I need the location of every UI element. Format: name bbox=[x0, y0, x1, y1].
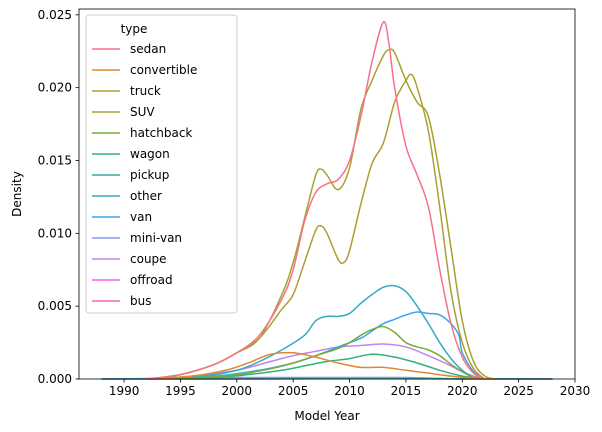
series-line-truck bbox=[146, 73, 486, 380]
legend-title: type bbox=[121, 22, 148, 36]
y-axis-label: Density bbox=[10, 171, 24, 217]
legend-label-coupe: coupe bbox=[130, 252, 167, 266]
x-tick-label: 2010 bbox=[334, 384, 365, 398]
legend-box bbox=[85, 14, 238, 314]
x-tick-label: 2000 bbox=[222, 384, 253, 398]
y-tick-label: 0.020 bbox=[38, 81, 72, 95]
legend: type sedan convertible truck SUV hatchback wag… bbox=[85, 14, 238, 314]
x-tick-label: 2015 bbox=[391, 384, 422, 398]
legend-label-offroad: offroad bbox=[130, 273, 173, 287]
legend-label-other: other bbox=[130, 189, 162, 203]
series-line-wagon bbox=[146, 353, 485, 380]
legend-label-sedan: sedan bbox=[130, 42, 166, 56]
legend-label-bus: bus bbox=[130, 294, 151, 308]
x-tick-label: 1990 bbox=[109, 384, 140, 398]
y-tick-label: 0.005 bbox=[38, 299, 72, 313]
series-line-hatchback bbox=[146, 325, 485, 380]
y-tick-label: 0.000 bbox=[38, 372, 72, 386]
plot-frame bbox=[78, 8, 576, 380]
x-tick-label: 2005 bbox=[278, 384, 309, 398]
x-axis-label: Model Year bbox=[294, 409, 359, 423]
y-tick-label: 0.025 bbox=[38, 8, 72, 22]
legend-label-van: van bbox=[130, 210, 152, 224]
x-tick-label: 2025 bbox=[503, 384, 534, 398]
x-axis: 1990 1995 2000 2005 2010 2015 2020 2025 2030 bbox=[109, 379, 590, 398]
y-tick-label: 0.010 bbox=[38, 226, 72, 240]
series-line-sedan bbox=[146, 21, 486, 380]
x-tick-label: 2020 bbox=[447, 384, 478, 398]
legend-label-SUV: SUV bbox=[130, 105, 155, 119]
legend-label-convertible: convertible bbox=[130, 63, 197, 77]
plot-area bbox=[78, 8, 576, 380]
y-tick-label: 0.015 bbox=[38, 153, 72, 167]
x-tick-label: 2030 bbox=[560, 384, 591, 398]
y-axis: 0.000 0.005 0.010 0.015 0.020 0.025 bbox=[38, 8, 79, 386]
legend-label-mini-van: mini-van bbox=[130, 231, 182, 245]
series-line-other bbox=[146, 284, 485, 380]
series-line-convertible bbox=[146, 351, 497, 380]
legend-label-hatchback: hatchback bbox=[130, 126, 192, 140]
x-tick-label: 1995 bbox=[165, 384, 196, 398]
legend-label-pickup: pickup bbox=[130, 168, 169, 182]
legend-label-truck: truck bbox=[130, 84, 161, 98]
legend-label-wagon: wagon bbox=[130, 147, 170, 161]
